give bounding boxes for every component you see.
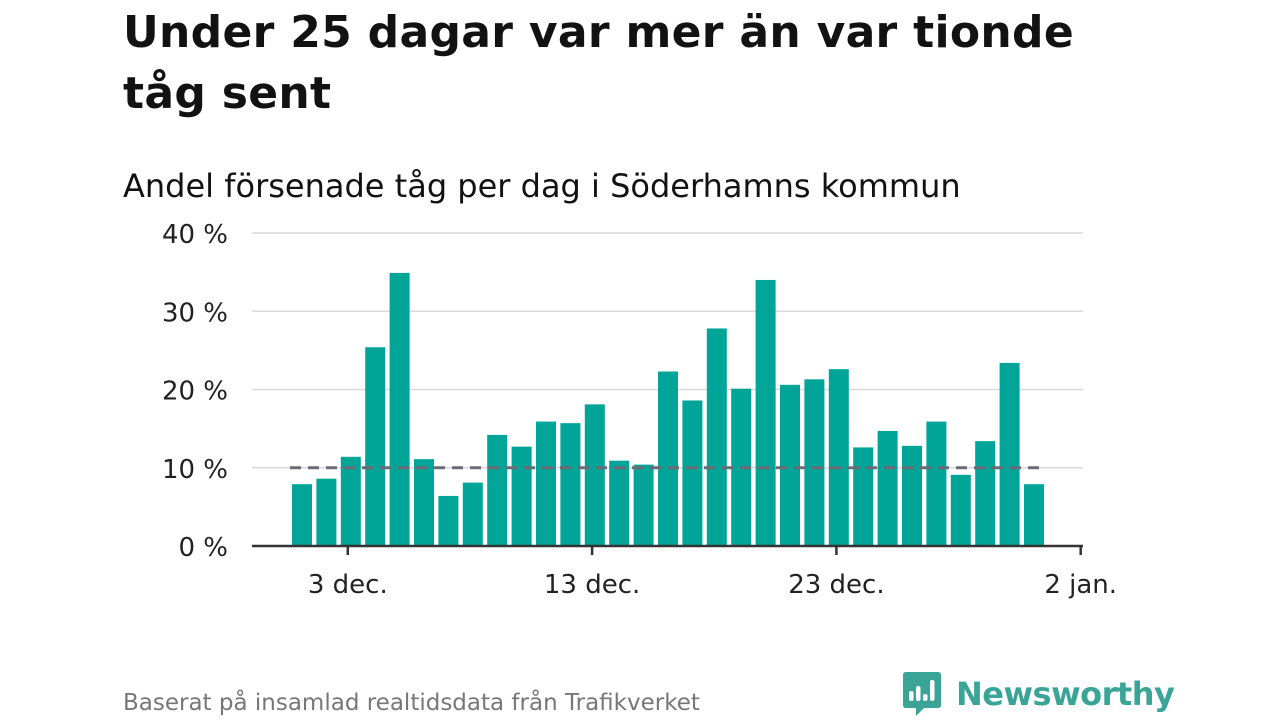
bar bbox=[584, 404, 605, 546]
bar bbox=[975, 441, 996, 546]
newsworthy-logo-icon bbox=[903, 672, 941, 716]
bar bbox=[780, 384, 800, 546]
brand-logo: Newsworthy bbox=[902, 670, 1175, 718]
bar bbox=[706, 328, 727, 546]
chart-title: Under 25 dagar var mer än var tionde tåg… bbox=[123, 7, 1074, 119]
y-tick-label: 20 % bbox=[162, 377, 228, 407]
bar bbox=[950, 474, 971, 546]
bar bbox=[292, 484, 312, 546]
bar bbox=[902, 445, 922, 546]
y-axis-ticks: 0 % 10 % 20 % 30 % 40 % bbox=[162, 220, 228, 563]
bar bbox=[316, 478, 337, 546]
bar bbox=[389, 272, 410, 546]
bar-chart: 0 % 10 % 20 % 30 % 40 % 3 dec. 13 dec. 23 dec.… bbox=[162, 220, 1117, 600]
bar bbox=[658, 371, 678, 546]
bar bbox=[828, 369, 849, 546]
bar bbox=[609, 460, 630, 546]
brand-name: Newsworthy bbox=[956, 675, 1175, 713]
y-tick-label: 30 % bbox=[162, 298, 228, 328]
bars bbox=[292, 272, 1044, 546]
x-tick-label: 2 jan. bbox=[1044, 570, 1117, 600]
bar bbox=[365, 347, 386, 546]
bar bbox=[340, 456, 361, 546]
bar bbox=[682, 400, 703, 546]
y-tick-label: 40 % bbox=[162, 220, 228, 250]
bar bbox=[511, 446, 532, 546]
bar bbox=[1024, 484, 1044, 546]
x-axis: 3 dec. 13 dec. 23 dec. 2 jan. bbox=[252, 544, 1117, 600]
x-tick-label: 13 dec. bbox=[544, 570, 640, 600]
y-tick-label: 0 % bbox=[178, 533, 228, 563]
chart-subtitle: Andel försenade tåg per dag i Söderhamns… bbox=[123, 167, 961, 205]
bar bbox=[487, 434, 508, 546]
bar bbox=[926, 421, 947, 546]
x-tick-label: 3 dec. bbox=[308, 570, 388, 600]
bar bbox=[853, 447, 874, 546]
bar bbox=[462, 482, 483, 546]
bar bbox=[438, 495, 459, 546]
y-tick-label: 10 % bbox=[162, 455, 228, 485]
bar bbox=[536, 421, 556, 546]
bar bbox=[414, 459, 434, 546]
bar bbox=[877, 430, 898, 546]
x-tick-label: 23 dec. bbox=[788, 570, 884, 600]
source-note: Baserat på insamlad realtidsdata från Tr… bbox=[123, 690, 700, 716]
bar bbox=[560, 423, 581, 546]
bar bbox=[804, 379, 825, 546]
bar bbox=[999, 362, 1020, 546]
bar bbox=[633, 464, 654, 546]
bar bbox=[755, 279, 776, 546]
